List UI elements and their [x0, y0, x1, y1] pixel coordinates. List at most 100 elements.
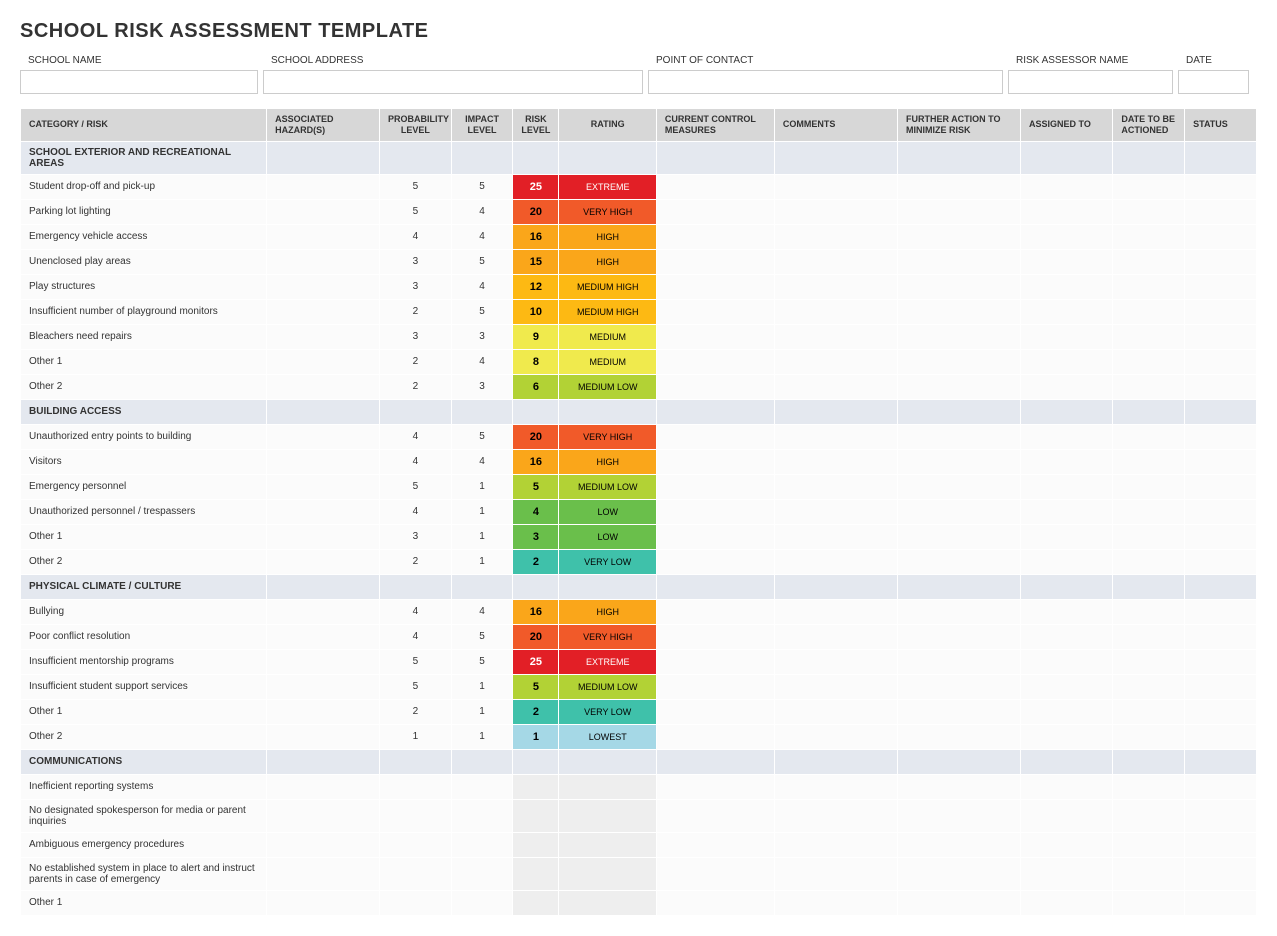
- column-header: IMPACT LEVEL: [451, 109, 513, 142]
- date-cell: [1113, 499, 1185, 524]
- hazard-cell: [267, 174, 380, 199]
- table-row: Other 1248MEDIUM: [21, 349, 1257, 374]
- assigned-cell: [1021, 724, 1113, 749]
- further-cell: [897, 299, 1020, 324]
- hazard-cell: [267, 349, 380, 374]
- date-cell: [1113, 224, 1185, 249]
- comments-cell: [774, 199, 897, 224]
- risk-level-cell: 9: [513, 324, 559, 349]
- rating-cell: HIGH: [559, 224, 656, 249]
- comments-cell: [774, 599, 897, 624]
- table-row: Student drop-off and pick-up5525EXTREME: [21, 174, 1257, 199]
- table-row: Insufficient student support services515…: [21, 674, 1257, 699]
- prob-cell: [380, 799, 452, 832]
- hazard-cell: [267, 724, 380, 749]
- date-cell: [1113, 832, 1185, 857]
- further-cell: [897, 699, 1020, 724]
- risk-name: No established system in place to alert …: [21, 857, 267, 890]
- table-row: Other 2111LOWEST: [21, 724, 1257, 749]
- info-cell: SCHOOL ADDRESS: [263, 53, 648, 94]
- prob-cell: [380, 832, 452, 857]
- info-input[interactable]: [1008, 70, 1173, 94]
- prob-cell: 4: [380, 599, 452, 624]
- assigned-cell: [1021, 524, 1113, 549]
- further-cell: [897, 857, 1020, 890]
- comments-cell: [774, 324, 897, 349]
- prob-cell: 1: [380, 724, 452, 749]
- date-cell: [1113, 774, 1185, 799]
- date-cell: [1113, 474, 1185, 499]
- assigned-cell: [1021, 774, 1113, 799]
- risk-level-cell: 5: [513, 674, 559, 699]
- impact-cell: 4: [451, 599, 513, 624]
- status-cell: [1185, 224, 1257, 249]
- further-cell: [897, 324, 1020, 349]
- section-title: BUILDING ACCESS: [21, 399, 267, 424]
- status-cell: [1185, 199, 1257, 224]
- risk-name: Student drop-off and pick-up: [21, 174, 267, 199]
- status-cell: [1185, 274, 1257, 299]
- status-cell: [1185, 449, 1257, 474]
- status-cell: [1185, 524, 1257, 549]
- info-input[interactable]: [1178, 70, 1249, 94]
- assigned-cell: [1021, 674, 1113, 699]
- risk-name: Poor conflict resolution: [21, 624, 267, 649]
- column-header: DATE TO BE ACTIONED: [1113, 109, 1185, 142]
- further-cell: [897, 374, 1020, 399]
- table-row: Bleachers need repairs339MEDIUM: [21, 324, 1257, 349]
- status-cell: [1185, 374, 1257, 399]
- further-cell: [897, 274, 1020, 299]
- risk-level-cell: 2: [513, 549, 559, 574]
- info-cell: DATE: [1178, 53, 1253, 94]
- hazard-cell: [267, 499, 380, 524]
- impact-cell: 1: [451, 524, 513, 549]
- status-cell: [1185, 499, 1257, 524]
- further-cell: [897, 424, 1020, 449]
- assigned-cell: [1021, 174, 1113, 199]
- control-cell: [656, 374, 774, 399]
- further-cell: [897, 724, 1020, 749]
- column-header: CURRENT CONTROL MEASURES: [656, 109, 774, 142]
- info-input[interactable]: [263, 70, 643, 94]
- risk-name: Emergency personnel: [21, 474, 267, 499]
- date-cell: [1113, 674, 1185, 699]
- info-input[interactable]: [20, 70, 258, 94]
- date-cell: [1113, 274, 1185, 299]
- further-cell: [897, 524, 1020, 549]
- impact-cell: [451, 832, 513, 857]
- control-cell: [656, 674, 774, 699]
- control-cell: [656, 224, 774, 249]
- info-input[interactable]: [648, 70, 1003, 94]
- rating-cell: VERY HIGH: [559, 199, 656, 224]
- assigned-cell: [1021, 832, 1113, 857]
- assigned-cell: [1021, 799, 1113, 832]
- prob-cell: [380, 857, 452, 890]
- further-cell: [897, 774, 1020, 799]
- risk-name: Visitors: [21, 449, 267, 474]
- control-cell: [656, 349, 774, 374]
- risk-level-cell: 2: [513, 699, 559, 724]
- table-row: Unenclosed play areas3515HIGH: [21, 249, 1257, 274]
- impact-cell: [451, 857, 513, 890]
- control-cell: [656, 474, 774, 499]
- rating-cell: VERY HIGH: [559, 624, 656, 649]
- further-cell: [897, 249, 1020, 274]
- further-cell: [897, 199, 1020, 224]
- control-cell: [656, 699, 774, 724]
- table-row: Unauthorized entry points to building452…: [21, 424, 1257, 449]
- table-row: Parking lot lighting5420VERY HIGH: [21, 199, 1257, 224]
- assigned-cell: [1021, 324, 1113, 349]
- impact-cell: [451, 799, 513, 832]
- risk-level-cell: 10: [513, 299, 559, 324]
- control-cell: [656, 724, 774, 749]
- control-cell: [656, 549, 774, 574]
- control-cell: [656, 624, 774, 649]
- risk-name: Other 1: [21, 524, 267, 549]
- hazard-cell: [267, 857, 380, 890]
- comments-cell: [774, 224, 897, 249]
- control-cell: [656, 649, 774, 674]
- assigned-cell: [1021, 499, 1113, 524]
- status-cell: [1185, 774, 1257, 799]
- status-cell: [1185, 549, 1257, 574]
- date-cell: [1113, 449, 1185, 474]
